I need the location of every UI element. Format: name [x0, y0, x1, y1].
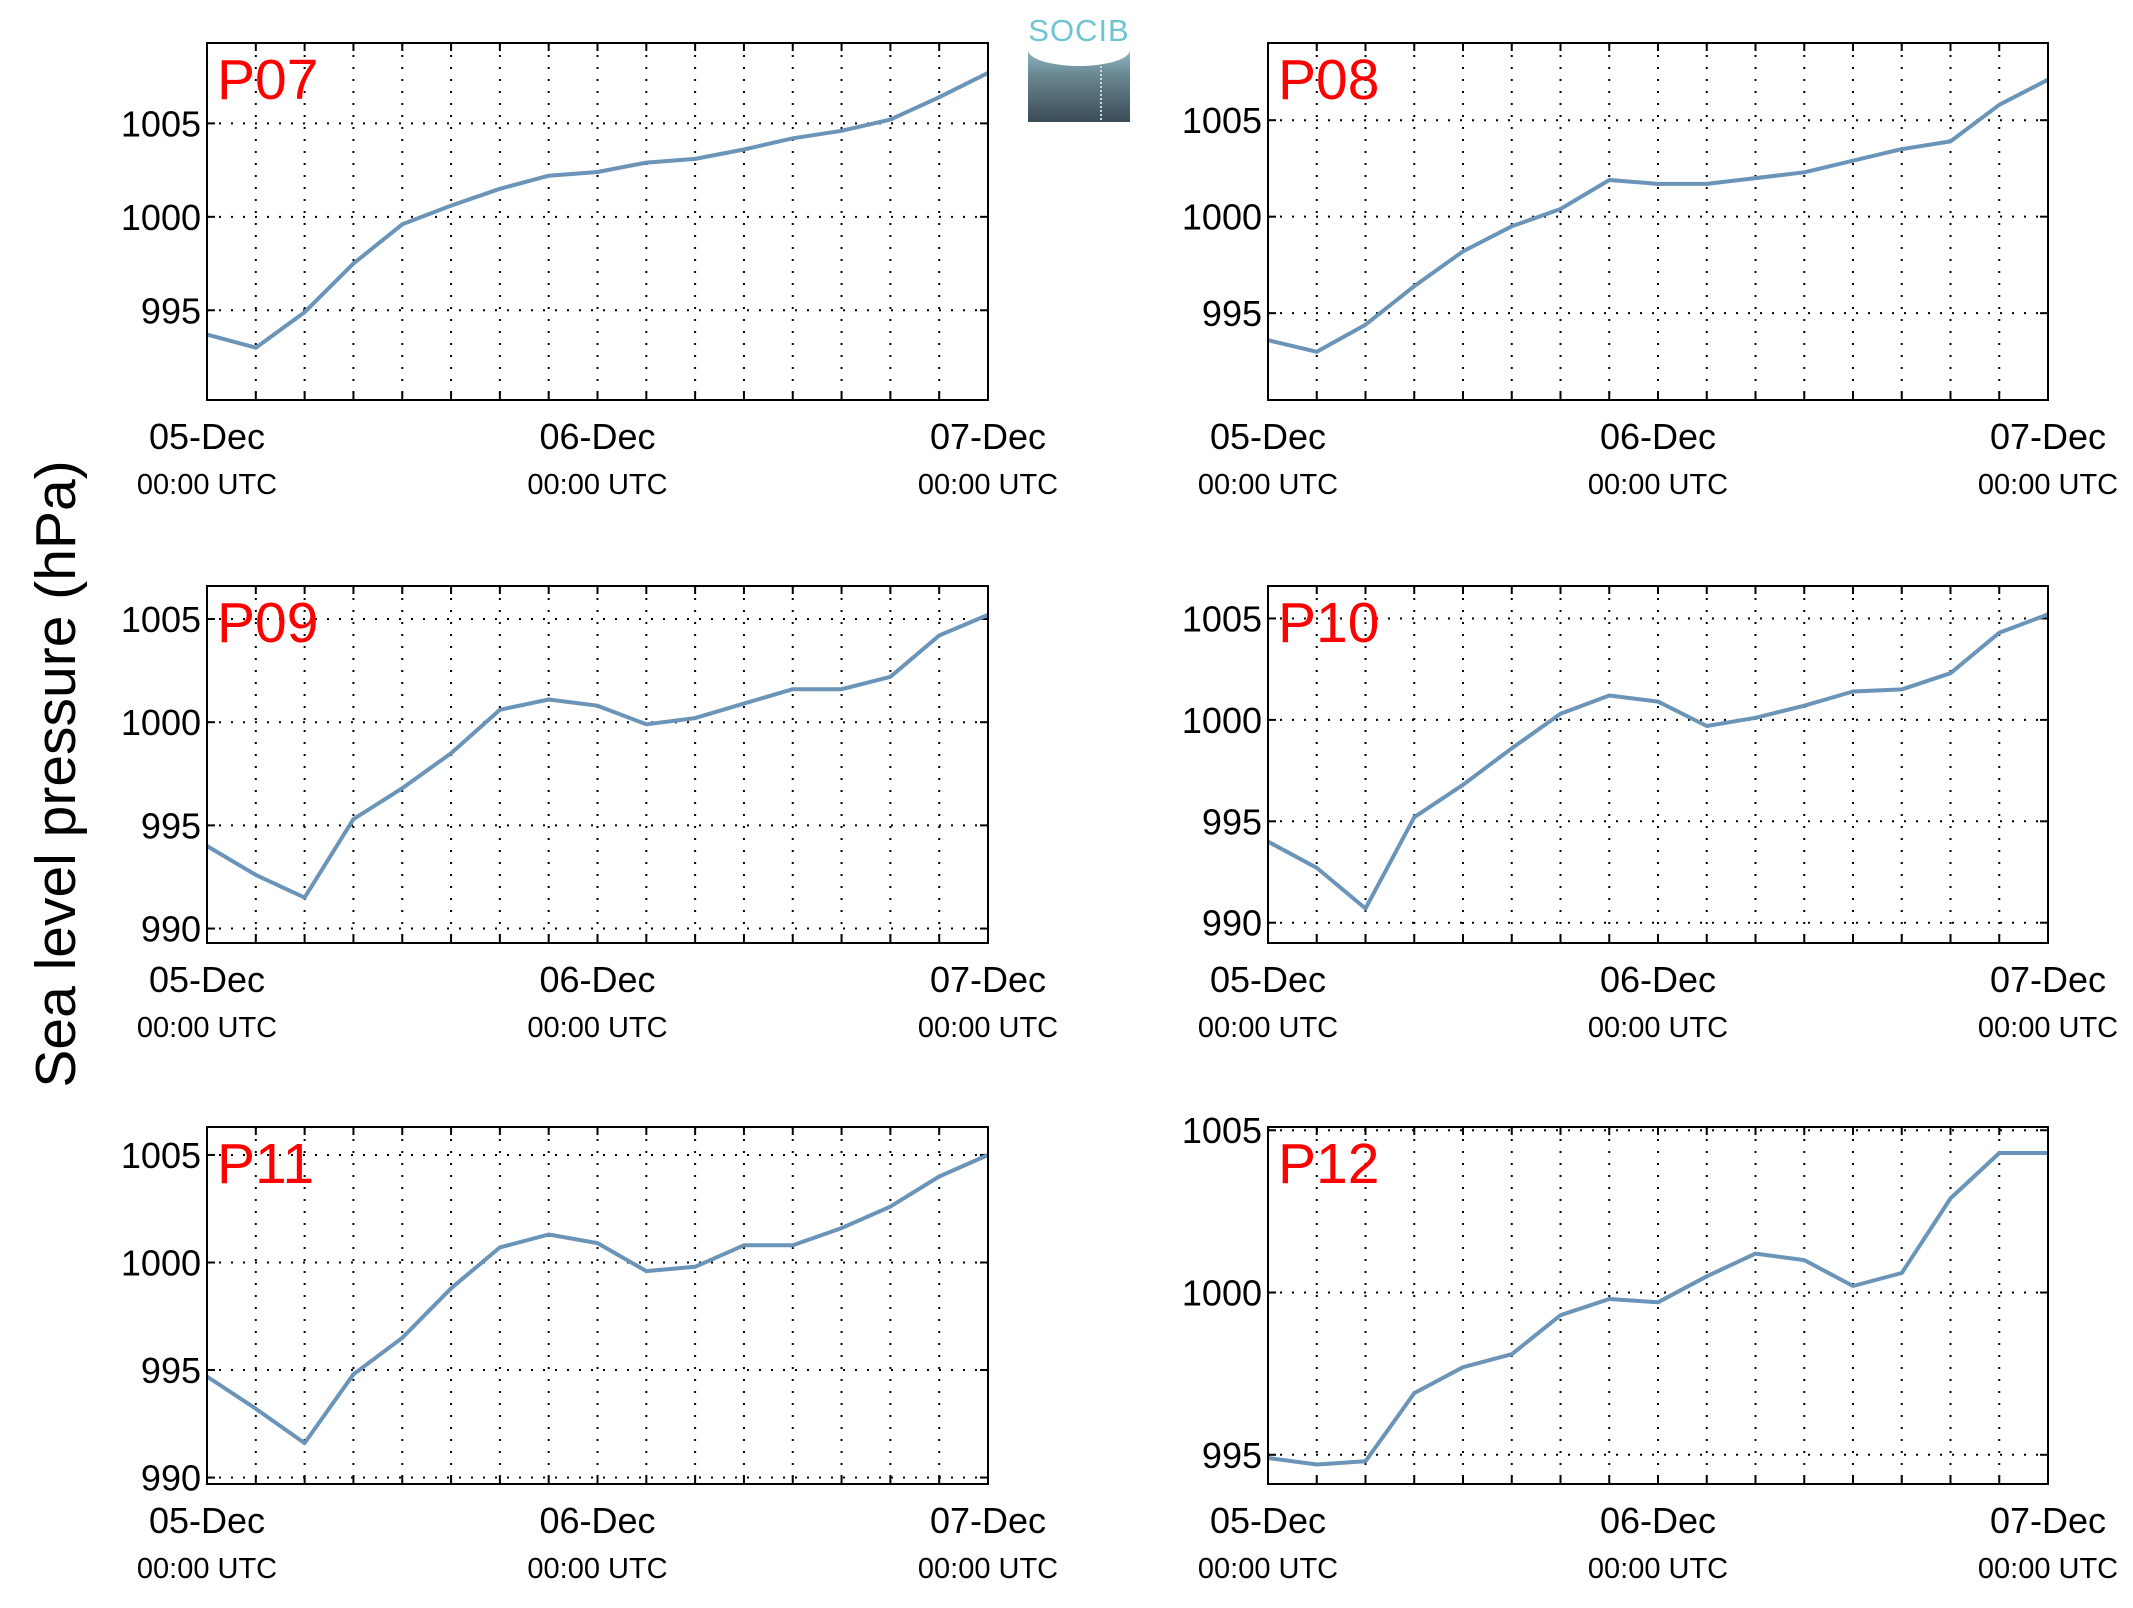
x-tick-time: 00:00 UTC [1588, 1012, 1728, 1044]
y-tick-label: 1000 [121, 702, 201, 743]
x-tick-time: 00:00 UTC [918, 1012, 1058, 1044]
panel-p09: 990 995 1000 1005 05-Dec 00:00 UTC 06-Dec 00:00… [121, 585, 1058, 1044]
axes-frame [1267, 42, 2049, 401]
panel-label: P08 [1278, 48, 1379, 112]
y-tick-label: 1000 [121, 1242, 201, 1283]
x-tick-time: 00:00 UTC [1978, 469, 2118, 501]
x-tick-time: 00:00 UTC [1588, 1553, 1728, 1585]
x-tick-date: 05-Dec [149, 959, 265, 1000]
x-tick-time: 00:00 UTC [1978, 1012, 2118, 1044]
x-tick-date: 05-Dec [1210, 959, 1326, 1000]
panel-label: P12 [1278, 1132, 1379, 1196]
x-tick-time: 00:00 UTC [137, 469, 277, 501]
y-tick-label: 995 [1202, 801, 1262, 842]
y-tick-label: 1000 [1182, 700, 1262, 741]
x-tick-date: 07-Dec [930, 959, 1046, 1000]
x-tick-date: 07-Dec [1990, 416, 2106, 457]
axes-frame [206, 42, 989, 401]
y-tick-label: 995 [141, 290, 201, 331]
y-tick-label: 990 [141, 1458, 201, 1499]
axes-frame [206, 1126, 989, 1485]
series-line [1267, 612, 2049, 911]
axes-frame [1267, 1126, 2049, 1485]
x-tick-date: 06-Dec [1600, 1500, 1716, 1541]
x-tick-date: 05-Dec [149, 1500, 265, 1541]
panel-label: P07 [217, 48, 318, 112]
x-tick-date: 06-Dec [1600, 959, 1716, 1000]
x-tick-time: 00:00 UTC [1978, 1553, 2118, 1585]
logo-text: SOCIB [1028, 13, 1130, 48]
x-tick-time: 00:00 UTC [527, 469, 667, 501]
x-tick-time: 00:00 UTC [1198, 469, 1338, 501]
x-tick-time: 00:00 UTC [137, 1012, 277, 1044]
panel-label: P10 [1278, 591, 1379, 655]
y-tick-label: 1000 [121, 197, 201, 238]
panel-label: P11 [217, 1132, 314, 1196]
y-tick-label: 1000 [1182, 197, 1262, 238]
y-tick-label: 990 [1202, 903, 1262, 944]
series-line [205, 1153, 989, 1446]
y-tick-label: 995 [1202, 1435, 1262, 1476]
x-tick-time: 00:00 UTC [527, 1012, 667, 1044]
panel-p11: 990 995 1000 1005 05-Dec 00:00 UTC 06-Dec 00:00… [121, 1126, 1058, 1585]
series-line [1267, 77, 2049, 354]
x-tick-date: 06-Dec [1600, 416, 1716, 457]
y-tick-label: 1005 [121, 103, 201, 144]
logo-wave [1028, 50, 1130, 66]
x-tick-date: 06-Dec [539, 959, 655, 1000]
x-tick-date: 06-Dec [539, 1500, 655, 1541]
panel-p08: 995 1000 1005 05-Dec 00:00 UTC 06-Dec 00:00 UT… [1182, 42, 2118, 501]
x-tick-time: 00:00 UTC [137, 1553, 277, 1585]
x-tick-date: 05-Dec [1210, 1500, 1326, 1541]
y-tick-label: 1005 [121, 1135, 201, 1176]
x-tick-date: 05-Dec [149, 416, 265, 457]
socib-logo: SOCIB [1028, 14, 1130, 122]
x-tick-date: 07-Dec [1990, 959, 2106, 1000]
y-tick-label: 995 [141, 1350, 201, 1391]
panel-p07: 995 1000 1005 05-Dec 00:00 UTC 06-Dec 00:00 UT… [121, 42, 1058, 501]
x-tick-date: 05-Dec [1210, 416, 1326, 457]
axes-frame [206, 585, 989, 944]
y-tick-label: 1005 [121, 599, 201, 640]
panel-p10: 990 995 1000 1005 05-Dec 00:00 UTC 06-Dec 00:00… [1182, 585, 2118, 1044]
y-tick-label: 1005 [1182, 100, 1262, 141]
x-tick-date: 07-Dec [930, 1500, 1046, 1541]
series-line [1267, 1151, 2048, 1467]
y-tick-label: 995 [141, 805, 201, 846]
x-tick-time: 00:00 UTC [527, 1553, 667, 1585]
x-tick-time: 00:00 UTC [1198, 1012, 1338, 1044]
y-tick-label: 1000 [1182, 1273, 1262, 1314]
y-tick-label: 1005 [1182, 598, 1262, 639]
x-tick-time: 00:00 UTC [1198, 1553, 1338, 1585]
panel-label: P09 [217, 591, 318, 655]
axes-frame [1267, 585, 2049, 944]
x-tick-date: 07-Dec [1990, 1500, 2106, 1541]
panel-p12: 995 1000 1005 05-Dec 00:00 UTC 06-Dec 00:00 UT… [1182, 1110, 2118, 1585]
y-tick-label: 990 [141, 909, 201, 950]
y-tick-label: 995 [1202, 293, 1262, 334]
logo-rule [1100, 66, 1102, 120]
y-tick-label: 1005 [1182, 1110, 1262, 1151]
y-axis-label: Sea level pressure (hPa) [24, 460, 88, 1088]
x-tick-time: 00:00 UTC [918, 1553, 1058, 1585]
series-line [205, 613, 989, 900]
x-tick-time: 00:00 UTC [918, 469, 1058, 501]
series-line [206, 71, 989, 350]
x-tick-date: 06-Dec [539, 416, 655, 457]
x-tick-date: 07-Dec [930, 416, 1046, 457]
x-tick-time: 00:00 UTC [1588, 469, 1728, 501]
